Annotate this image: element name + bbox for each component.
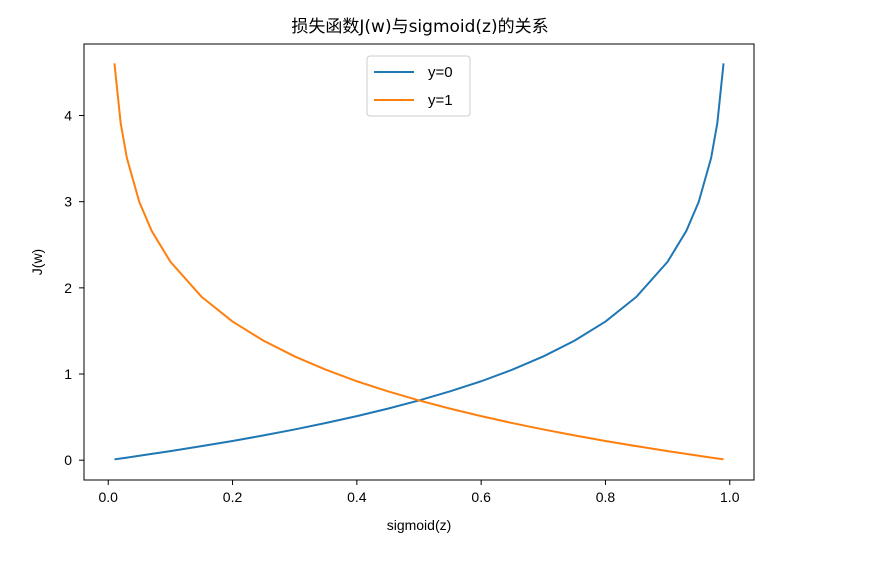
x-tick-label: 1.0 [720,489,740,505]
y-tick-label: 4 [64,108,72,124]
x-tick-label: 0.2 [223,489,243,505]
x-axis-label: sigmoid(z) [387,517,452,533]
legend: y=0 y=1 [366,55,471,117]
y-axis-label: J(w) [29,249,45,275]
series-layer [113,63,725,461]
x-tick-label: 0.6 [471,489,491,505]
legend-label-y0: y=0 [428,64,453,81]
y-tick-label: 0 [64,452,72,468]
x-tick-label: 0.4 [347,489,367,505]
y-tick-label: 2 [64,280,72,296]
x-tick-label: 0.8 [596,489,616,505]
legend-box [366,55,471,117]
y-axis-ticks: 0 1 2 3 4 [64,108,84,468]
legend-label-y1: y=1 [428,92,453,109]
y-tick-label: 1 [64,366,72,382]
x-axis-ticks: 0.0 0.2 0.4 0.6 0.8 1.0 [99,480,740,505]
x-tick-label: 0.0 [99,489,119,505]
chart-title: 损失函数J(w)与sigmoid(z)的关系 [291,17,548,37]
series-line-y1 [113,63,724,461]
y-tick-label: 3 [64,194,72,210]
plot-frame [83,43,755,481]
